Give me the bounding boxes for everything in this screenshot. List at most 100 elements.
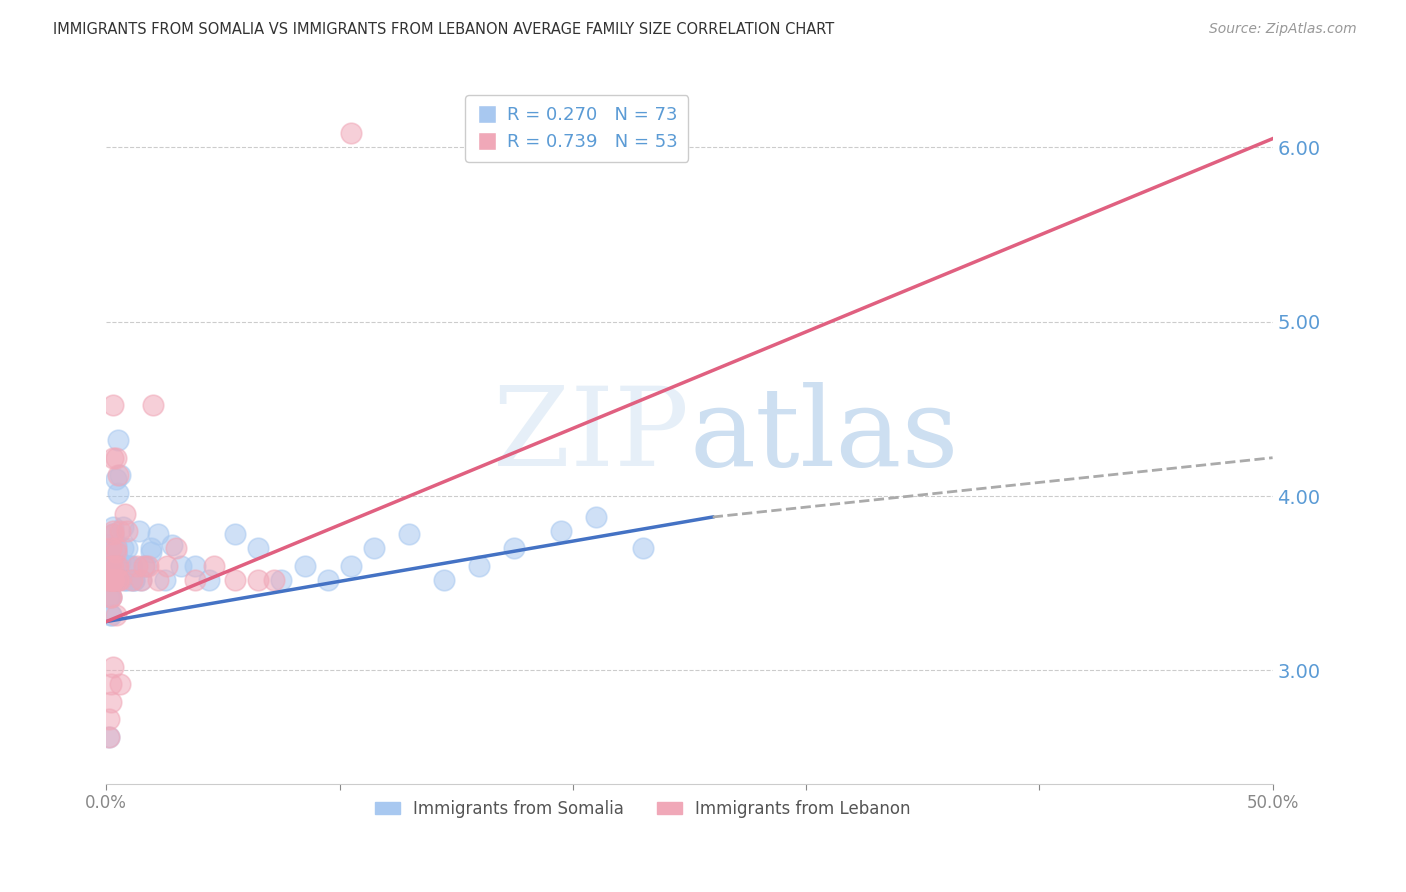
Point	[135, 558, 157, 573]
Point	[165, 541, 187, 556]
Point	[103, 573, 125, 587]
Point	[132, 558, 155, 573]
Point	[125, 558, 148, 573]
Point	[111, 541, 134, 556]
Point	[104, 573, 127, 587]
Point	[139, 541, 162, 556]
Point	[184, 558, 207, 573]
Point	[104, 558, 127, 573]
Point	[246, 541, 269, 556]
Point	[100, 573, 122, 587]
Text: atlas: atlas	[689, 382, 959, 489]
Point	[103, 450, 125, 465]
Point	[107, 573, 129, 587]
Point	[100, 573, 122, 587]
Point	[118, 558, 141, 573]
Point	[115, 524, 138, 538]
Point	[110, 524, 132, 538]
Point	[103, 555, 125, 569]
Point	[103, 573, 125, 587]
Point	[107, 485, 129, 500]
Point	[104, 538, 127, 552]
Point	[103, 573, 125, 587]
Point	[184, 573, 207, 587]
Point	[100, 558, 122, 573]
Point	[97, 573, 120, 587]
Point	[224, 527, 246, 541]
Point	[246, 573, 269, 587]
Point	[111, 520, 134, 534]
Point	[198, 573, 221, 587]
Point	[97, 538, 120, 552]
Point	[139, 545, 162, 559]
Point	[146, 527, 169, 541]
Point	[156, 558, 179, 573]
Point	[97, 567, 120, 582]
Point	[104, 573, 127, 587]
Point	[122, 573, 145, 587]
Point	[132, 558, 155, 573]
Point	[398, 527, 420, 541]
Point	[100, 573, 122, 587]
Point	[100, 695, 122, 709]
Point	[104, 545, 127, 559]
Point	[103, 573, 125, 587]
Point	[103, 524, 125, 538]
Point	[100, 607, 122, 622]
Point	[129, 573, 152, 587]
Point	[103, 558, 125, 573]
Point	[115, 558, 138, 573]
Point	[115, 541, 138, 556]
Point	[104, 541, 127, 556]
Point	[468, 558, 491, 573]
Point	[550, 524, 572, 538]
Point	[103, 562, 125, 576]
Point	[110, 468, 132, 483]
Point	[103, 573, 125, 587]
Point	[270, 573, 292, 587]
Point	[121, 573, 143, 587]
Point	[100, 590, 122, 604]
Point	[103, 573, 125, 587]
Point	[631, 541, 654, 556]
Point	[104, 555, 127, 569]
Point	[103, 527, 125, 541]
Point	[100, 555, 122, 569]
Point	[160, 538, 183, 552]
Point	[110, 555, 132, 569]
Point	[103, 520, 125, 534]
Point	[104, 545, 127, 559]
Text: ZIP: ZIP	[494, 382, 689, 489]
Point	[110, 573, 132, 587]
Point	[294, 558, 316, 573]
Point	[142, 398, 165, 412]
Point	[103, 573, 125, 587]
Point	[97, 590, 120, 604]
Point	[263, 573, 285, 587]
Point	[103, 527, 125, 541]
Point	[107, 434, 129, 448]
Point	[107, 573, 129, 587]
Point	[100, 677, 122, 691]
Point	[107, 558, 129, 573]
Point	[103, 541, 125, 556]
Point	[114, 573, 136, 587]
Text: IMMIGRANTS FROM SOMALIA VS IMMIGRANTS FROM LEBANON AVERAGE FAMILY SIZE CORRELATI: IMMIGRANTS FROM SOMALIA VS IMMIGRANTS FR…	[53, 22, 835, 37]
Point	[103, 555, 125, 569]
Point	[202, 558, 225, 573]
Point	[100, 573, 122, 587]
Point	[103, 660, 125, 674]
Point	[103, 398, 125, 412]
Point	[97, 712, 120, 726]
Point	[340, 127, 363, 141]
Point	[100, 590, 122, 604]
Point	[114, 507, 136, 521]
Point	[100, 558, 122, 573]
Point	[118, 573, 141, 587]
Point	[170, 558, 193, 573]
Point	[97, 730, 120, 744]
Point	[97, 573, 120, 587]
Text: Source: ZipAtlas.com: Source: ZipAtlas.com	[1209, 22, 1357, 37]
Point	[363, 541, 385, 556]
Point	[103, 541, 125, 556]
